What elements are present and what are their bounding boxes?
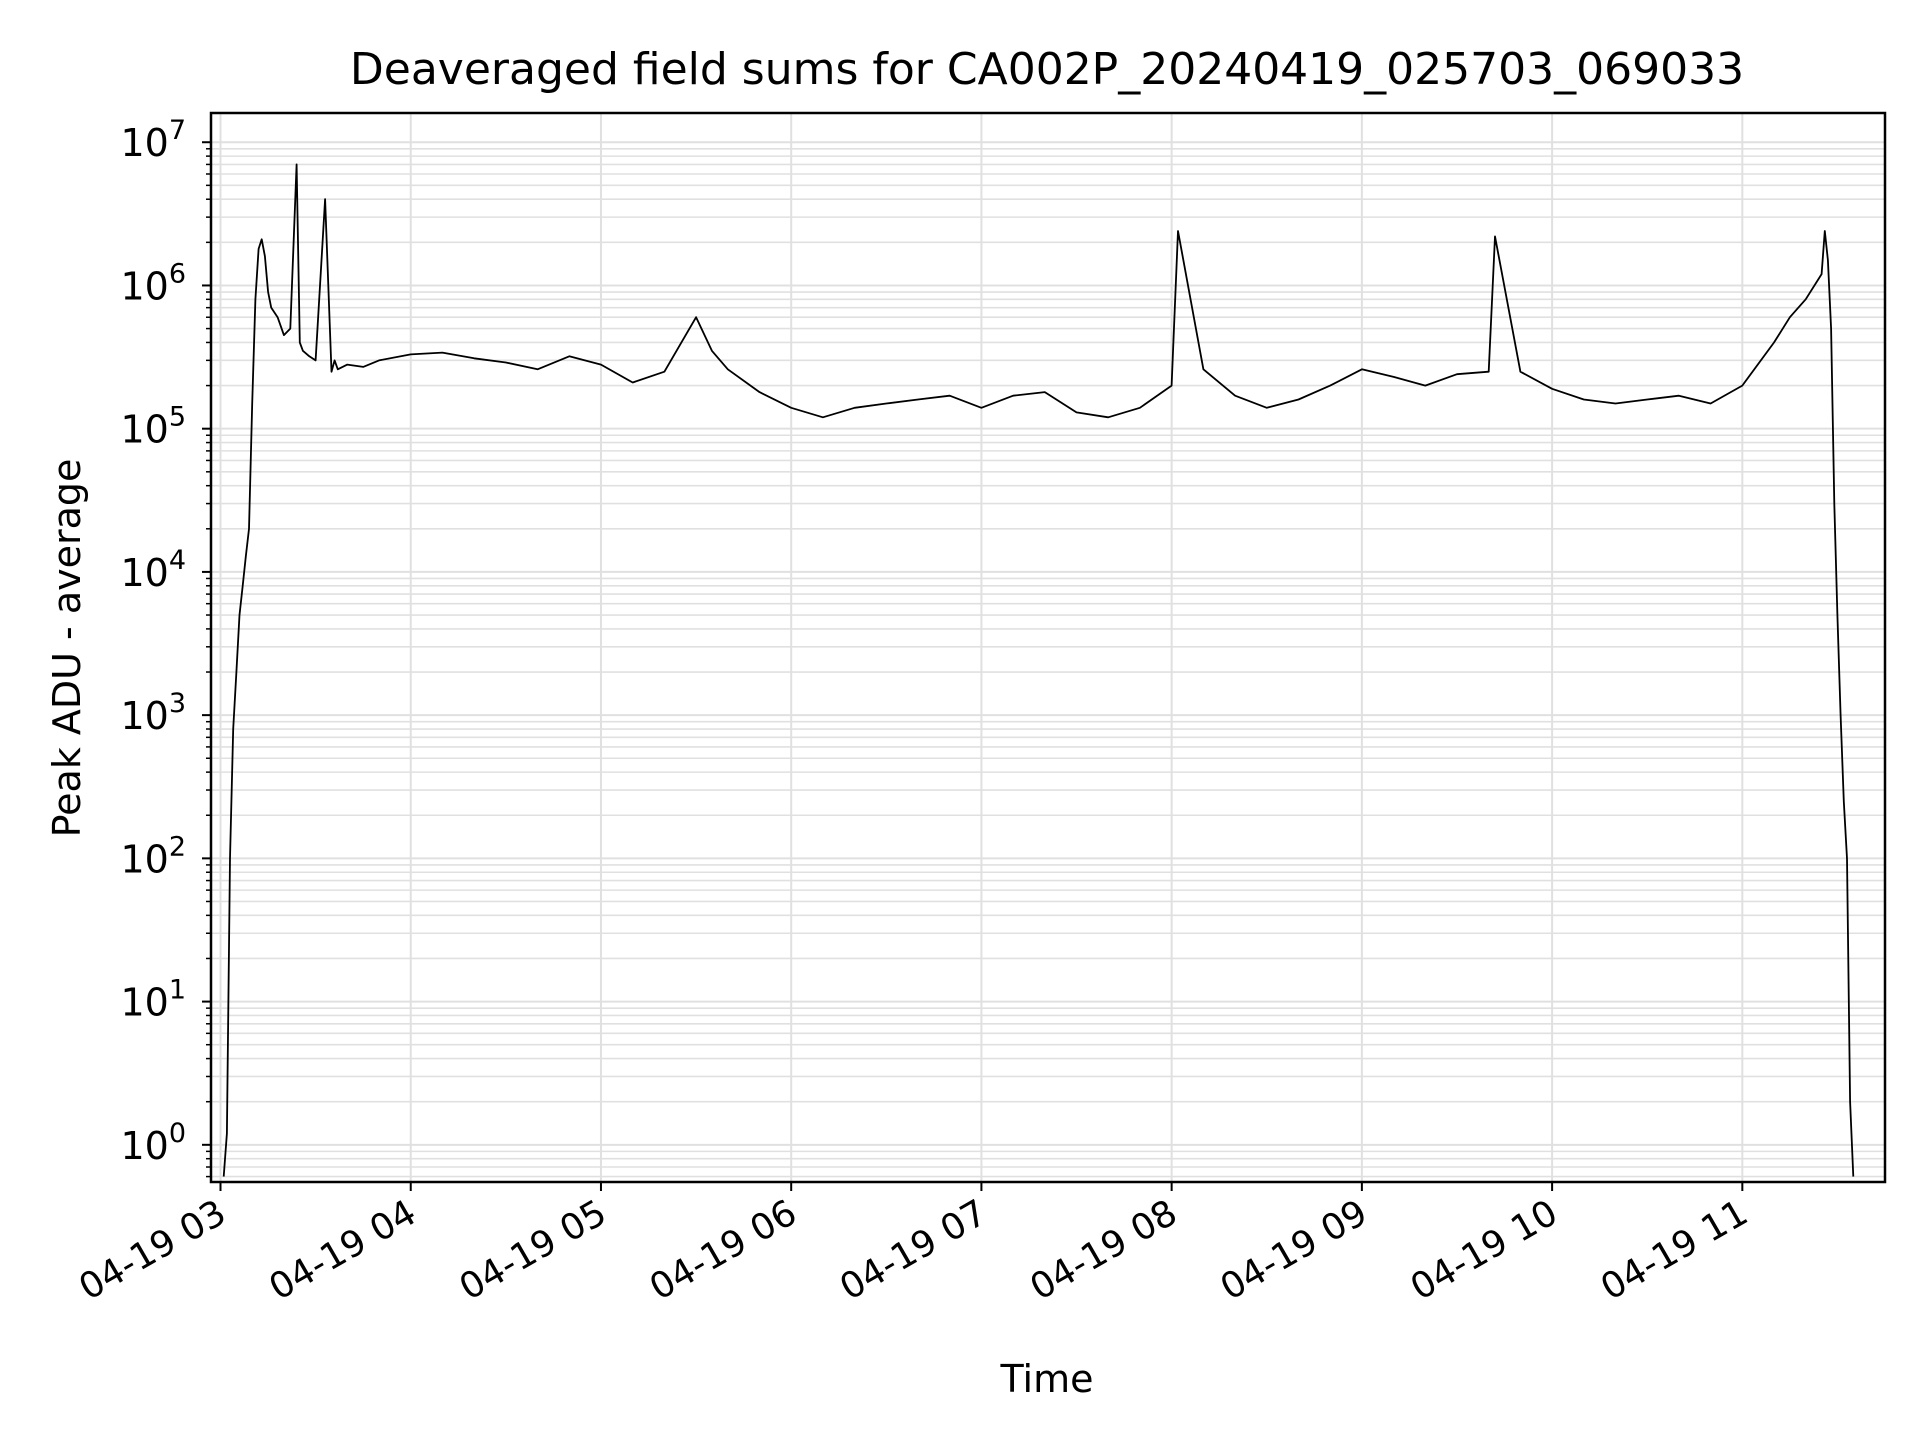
y-tick-label: 100 [120,1118,186,1168]
x-axis-label: Time [1000,1357,1094,1401]
y-axis-label: Peak ADU - average [45,459,89,838]
y-tick-label: 101 [120,975,186,1025]
series-layer [222,163,1855,1177]
y-tick-label: 102 [120,831,186,881]
y-tick-label: 103 [120,688,186,738]
plot-area [209,111,1887,1184]
series-line [222,163,1855,1177]
y-tick-label: 105 [120,402,186,452]
y-tick-label: 104 [120,545,186,595]
y-tick-label: 106 [120,258,186,308]
chart-title: Deaveraged field sums for CA002P_2024041… [350,44,1744,95]
grid-lines [211,113,1885,1182]
y-tick-label: 107 [120,115,186,165]
